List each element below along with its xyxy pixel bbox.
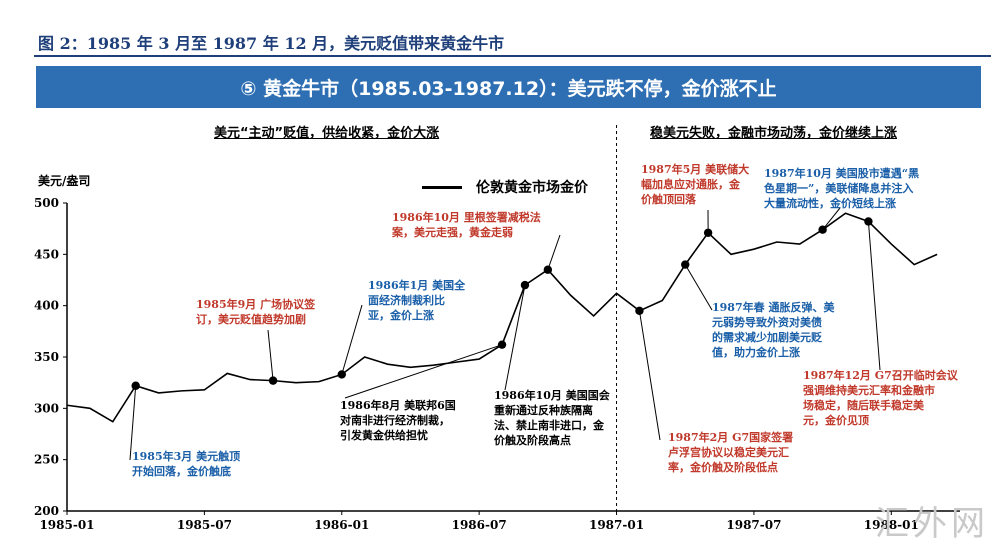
y-axis-unit: 美元/盎司 <box>38 174 91 188</box>
annotation-text: 1987年春 通胀反弹、美 元弱势导致外资对美债 的需求减少加剧美元贬 值，助力金价上… <box>712 300 834 360</box>
annotation-line: 1986年10月 里根签署减税法 <box>392 211 541 224</box>
annotation-text: 1985年3月 美元触顶 开始回落，金价触底 <box>132 449 240 479</box>
annotation-line: 1986年10月 美国国会 <box>494 389 610 402</box>
y-tick-label: 450 <box>34 247 59 261</box>
annotation-line: 色星期一”，美联储降息并注入 <box>764 182 914 195</box>
annotation-line: 对南非进行经济制裁， <box>340 414 450 427</box>
annotation-line: 值，助力金价上涨 <box>712 346 800 359</box>
chart-legend: 伦敦黄金市场金价 <box>422 177 588 197</box>
annotation-line: 场稳定，随后联手稳定美 <box>803 399 924 412</box>
x-tick-label: 1987-01 <box>589 518 644 532</box>
annotation-text: 1987年12月 G7召开临时会议 强调维持美元汇率和金融市 场稳定，随后联手稳定美… <box>803 368 958 428</box>
annotation-leader <box>867 221 881 371</box>
annotation-line: 价触及阶段高点 <box>494 434 571 447</box>
annotation-marker <box>818 225 827 234</box>
x-tick-label: 1986-01 <box>314 518 369 532</box>
legend-swatch <box>422 185 462 189</box>
annotation-text: 1986年1月 美国全 面经济制裁利比 亚，金价上涨 <box>368 278 465 323</box>
annotation-line: 卢浮宫协议以稳定美元汇 <box>668 446 789 459</box>
title-rule <box>34 55 991 57</box>
annotation-line: 的需求减少加剧美元贬 <box>712 331 822 344</box>
y-tick-label: 200 <box>34 504 59 518</box>
annotation-line: 大量流动性，金价短线上涨 <box>764 197 896 210</box>
y-tick-label: 250 <box>34 453 59 467</box>
annotation-line: 1987年12月 G7召开临时会议 <box>803 369 958 382</box>
y-tick-label: 500 <box>34 196 59 210</box>
legend-label: 伦敦黄金市场金价 <box>476 180 588 196</box>
annotation-marker <box>268 376 278 385</box>
x-tick-label: 1987-07 <box>726 518 781 532</box>
annotation-line: 法、禁止南非进口，金 <box>494 419 604 432</box>
x-tick-label: 1986-07 <box>452 518 507 532</box>
y-tick-label: 300 <box>34 401 59 415</box>
annotation-text: 1987年5月 美联储大 幅加息应对通胀，金 价触顶回落 <box>641 162 749 207</box>
annotation-line: 元弱势导致外资对美债 <box>712 316 822 329</box>
annotation-marker <box>703 228 713 237</box>
annotation-line: 1987年春 通胀反弹、美 <box>712 301 835 314</box>
annotation-line: 1987年10月 美国股市遭遇“黑 <box>764 167 920 180</box>
annotation-line: 元，金价见顶 <box>803 414 869 427</box>
annotation-text: 1985年9月 广场协议签 订，美元贬值趋势加剧 <box>196 297 315 327</box>
annotation-marker <box>337 370 346 379</box>
annotation-text: 1987年2月 G7国家签署 卢浮宫协议以稳定美元汇 率，金价触及阶段低点 <box>668 430 793 475</box>
x-tick-label: 1988-01 <box>864 518 919 532</box>
figure-title: 图 2：1985 年 3 月至 1987 年 12 月，美元贬值带来黄金牛市 <box>38 34 505 53</box>
period-banner: ⑤ 黄金牛市（1985.03-1987.12）：美元跌不停，金价涨不止 <box>36 66 981 108</box>
annotation-line: 幅加息应对通胀，金 <box>641 178 740 191</box>
annotation-leader <box>684 264 713 311</box>
annotation-leader <box>638 310 661 441</box>
annotation-line: 率，金价触及阶段低点 <box>668 461 778 474</box>
watermark: 汇外网 <box>875 504 989 544</box>
annotation-line: 1986年8月 美联邦6国 <box>340 399 456 412</box>
annotation-leader <box>344 344 503 399</box>
annotation-line: 1985年3月 美元触顶 <box>132 450 241 463</box>
annotation-line: 订，美元贬值趋势加剧 <box>196 313 306 326</box>
annotation-line: 引发黄金供给担忧 <box>340 429 428 442</box>
annotation-marker <box>681 260 690 269</box>
annotation-marker <box>131 381 140 390</box>
x-tick-label: 1985-01 <box>39 518 94 532</box>
annotation-leader <box>504 285 526 391</box>
annotation-marker <box>635 306 644 315</box>
annotation-text: 1987年10月 美国股市遭遇“黑 色星期一”，美联储降息并注入 大量流动性，金价短… <box>764 166 919 211</box>
annotation-line: 1987年2月 G7国家签署 <box>668 431 794 444</box>
annotation-marker <box>497 340 507 349</box>
annotation-marker <box>520 280 530 290</box>
y-tick-label: 350 <box>34 350 59 364</box>
annotation-line: 1986年1月 美国全 <box>368 279 466 292</box>
annotation-text: 1986年10月 里根签署减税法 案，美元走强，黄金走弱 <box>392 210 541 240</box>
annotation-line: 亚，金价上涨 <box>368 309 434 322</box>
annotation-line: 1985年9月 广场协议签 <box>196 298 316 311</box>
annotation-leader <box>822 207 841 231</box>
y-tick-label: 400 <box>34 299 59 313</box>
annotation-line: 价触顶回落 <box>641 193 696 206</box>
annotation-line: 1987年5月 美联储大 <box>641 163 750 176</box>
annotation-leader <box>341 304 363 375</box>
annotation-line: 面经济制裁利比 <box>368 294 445 307</box>
annotation-leader <box>547 234 561 270</box>
annotation-marker <box>864 217 873 226</box>
phase-label-2: 稳美元失败，金融市场动荡，金价继续上涨 <box>650 126 898 141</box>
annotation-leader <box>267 329 274 381</box>
annotation-line: 开始回落，金价触底 <box>132 465 231 478</box>
annotation-line: 重新通过反种族隔离 <box>494 404 593 417</box>
annotation-text: 1986年10月 美国国会 重新通过反种族隔离 法、禁止南非进口，金 价触及阶段高点 <box>494 388 610 448</box>
phase-label-1: 美元“主动”贬值，供给收紧，金价大涨 <box>214 126 440 141</box>
x-tick-label: 1985-07 <box>177 518 232 532</box>
annotation-line: 强调维持美元汇率和金融市 <box>803 384 935 397</box>
annotation-line: 案，美元走强，黄金走弱 <box>392 226 513 239</box>
annotation-marker <box>543 265 553 274</box>
annotation-text: 1986年8月 美联邦6国 对南非进行经济制裁， 引发黄金供给担忧 <box>340 398 456 443</box>
annotation-leader <box>129 385 137 461</box>
